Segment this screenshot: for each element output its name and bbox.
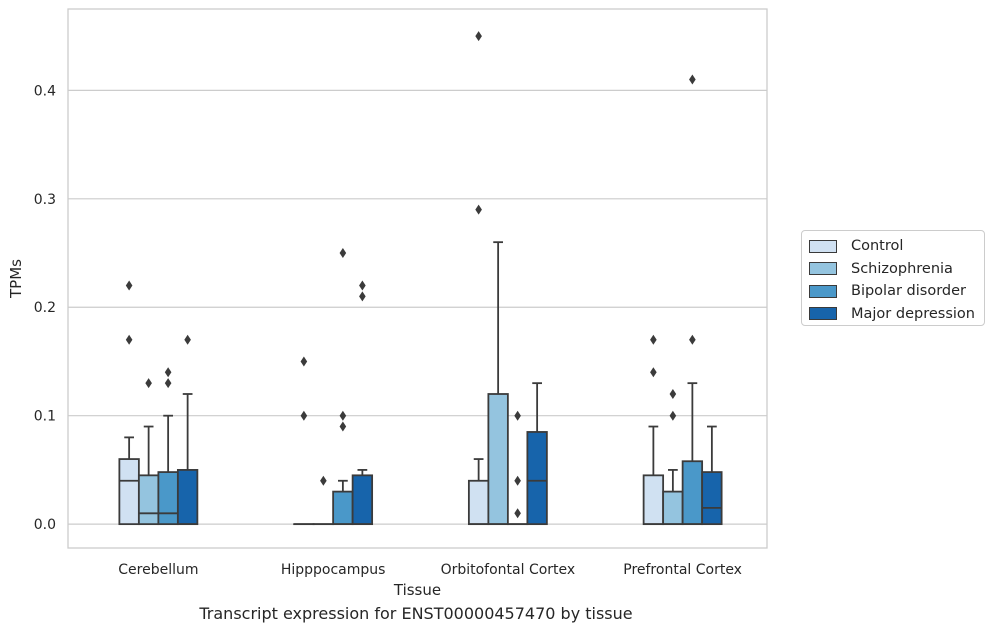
legend-swatch-control	[809, 239, 837, 253]
box-0-0	[118, 280, 140, 526]
box-body	[526, 431, 548, 526]
x-tick-labels: Cerebellum Hipppocampus Orbitofontal Corte…	[118, 562, 742, 578]
box-1-1	[312, 475, 335, 526]
outlier-point	[300, 356, 308, 367]
chart-caption: Transcript expression for ENST0000045747…	[199, 604, 633, 623]
legend-item-bipolar-disorder: Bipolar disorder	[809, 280, 984, 303]
outlier-point	[475, 31, 482, 42]
y-axis-label: TPMs	[7, 259, 25, 299]
box-body	[137, 474, 160, 526]
box-body	[157, 471, 179, 526]
box-3-3	[701, 425, 723, 526]
outlier-point	[300, 410, 308, 421]
legend-swatch-major-depression	[809, 307, 837, 321]
box-1-2	[332, 248, 354, 526]
outlier-point	[514, 410, 521, 421]
y-tick-label: 0.1	[34, 409, 56, 425]
legend-label-schizophrenia: Schizophrenia	[851, 260, 953, 277]
box-2-0	[467, 31, 490, 526]
outlier-point	[359, 291, 366, 302]
outlier-point	[475, 204, 482, 215]
box-2-2	[506, 410, 529, 526]
legend-label-major-depression: Major depression	[851, 305, 975, 322]
outlier-point	[650, 334, 657, 345]
x-tick-label: Prefrontal Cortex	[623, 562, 742, 578]
x-tick-label: Cerebellum	[118, 562, 198, 578]
outlier-point	[125, 334, 133, 345]
outlier-point	[125, 280, 133, 291]
outlier-point	[514, 508, 521, 519]
outlier-point	[320, 475, 327, 486]
box-0-1	[137, 378, 160, 526]
outlier-point	[689, 334, 696, 345]
legend-label-bipolar-disorder: Bipolar disorder	[851, 283, 966, 300]
gridlines	[68, 89, 767, 525]
outlier-point	[339, 421, 347, 432]
box-groups	[118, 31, 723, 526]
outlier-point	[164, 378, 172, 389]
y-tick-labels: 0.0 0.1 0.2 0.3 0.4	[34, 83, 56, 533]
outlier-point	[689, 74, 696, 85]
outlier-point	[669, 410, 677, 421]
plot-frame	[67, 8, 768, 549]
box-body	[467, 479, 490, 526]
outlier-point	[514, 475, 521, 486]
x-tick-label: Orbitofontal Cortex	[441, 562, 576, 578]
box-body	[176, 469, 199, 526]
y-tick-label: 0.3	[34, 192, 56, 208]
box-body	[681, 460, 704, 526]
outlier-point	[669, 389, 677, 399]
box-body	[701, 471, 723, 526]
box-0-3	[176, 334, 199, 526]
box-body	[351, 474, 374, 526]
legend-item-control: Control	[809, 235, 984, 258]
box-1-3	[351, 280, 374, 526]
legend-swatch-bipolar-disorder	[809, 284, 837, 298]
outlier-point	[339, 248, 347, 259]
box-body	[662, 490, 684, 526]
legend-item-major-depression: Major depression	[809, 303, 984, 326]
y-tick-label: 0.2	[34, 300, 56, 316]
box-body	[332, 490, 354, 526]
box-3-0	[642, 334, 665, 526]
box-0-2	[157, 367, 179, 526]
legend: Control Schizophrenia Bipolar disorder M…	[801, 230, 985, 326]
outlier-point	[339, 410, 347, 421]
box-2-1	[487, 241, 509, 526]
box-body	[487, 393, 509, 526]
box-2-3	[526, 382, 548, 526]
outlier-point	[164, 367, 172, 378]
legend-item-schizophrenia: Schizophrenia	[809, 258, 984, 281]
x-axis-label: Tissue	[393, 581, 441, 599]
outlier-point	[145, 378, 152, 389]
box-body	[118, 458, 140, 526]
x-tick-label: Hipppocampus	[281, 562, 386, 578]
legend-label-control: Control	[851, 238, 904, 255]
outlier-point	[184, 334, 191, 345]
y-tick-label: 0.0	[34, 517, 56, 533]
box-3-1	[662, 389, 684, 526]
box-1-0	[293, 356, 315, 526]
box-body	[642, 474, 665, 526]
outlier-point	[359, 280, 366, 291]
legend-swatch-schizophrenia	[809, 262, 837, 276]
outlier-point	[650, 367, 657, 378]
box-3-2	[681, 74, 704, 526]
y-tick-label: 0.4	[34, 83, 56, 99]
